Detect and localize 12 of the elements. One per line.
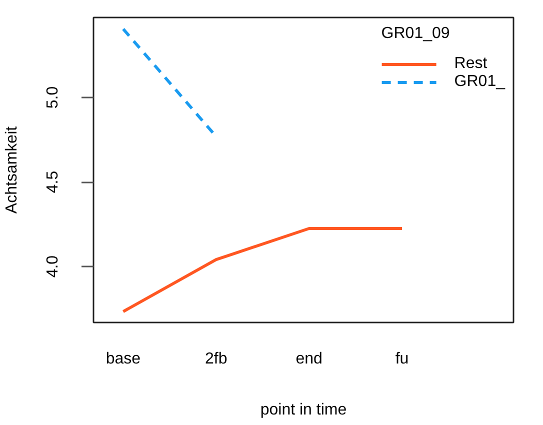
y-axis-title: Achtsamkeit	[4, 126, 20, 214]
y-tick-label: 4.0	[44, 255, 62, 278]
x-tick-label: base	[106, 350, 141, 368]
x-tick-label: end	[296, 350, 322, 368]
legend-label: GR01_	[454, 73, 505, 91]
x-tick-label: 2fb	[205, 350, 228, 368]
y-tick-label: 5.0	[44, 86, 62, 109]
legend-title: GR01_09	[381, 25, 451, 43]
x-axis-title: point in time	[260, 402, 347, 418]
x-tick-label: fu	[395, 350, 409, 368]
legend-label: Rest	[454, 55, 488, 73]
y-tick-label: 4.5	[44, 170, 62, 194]
